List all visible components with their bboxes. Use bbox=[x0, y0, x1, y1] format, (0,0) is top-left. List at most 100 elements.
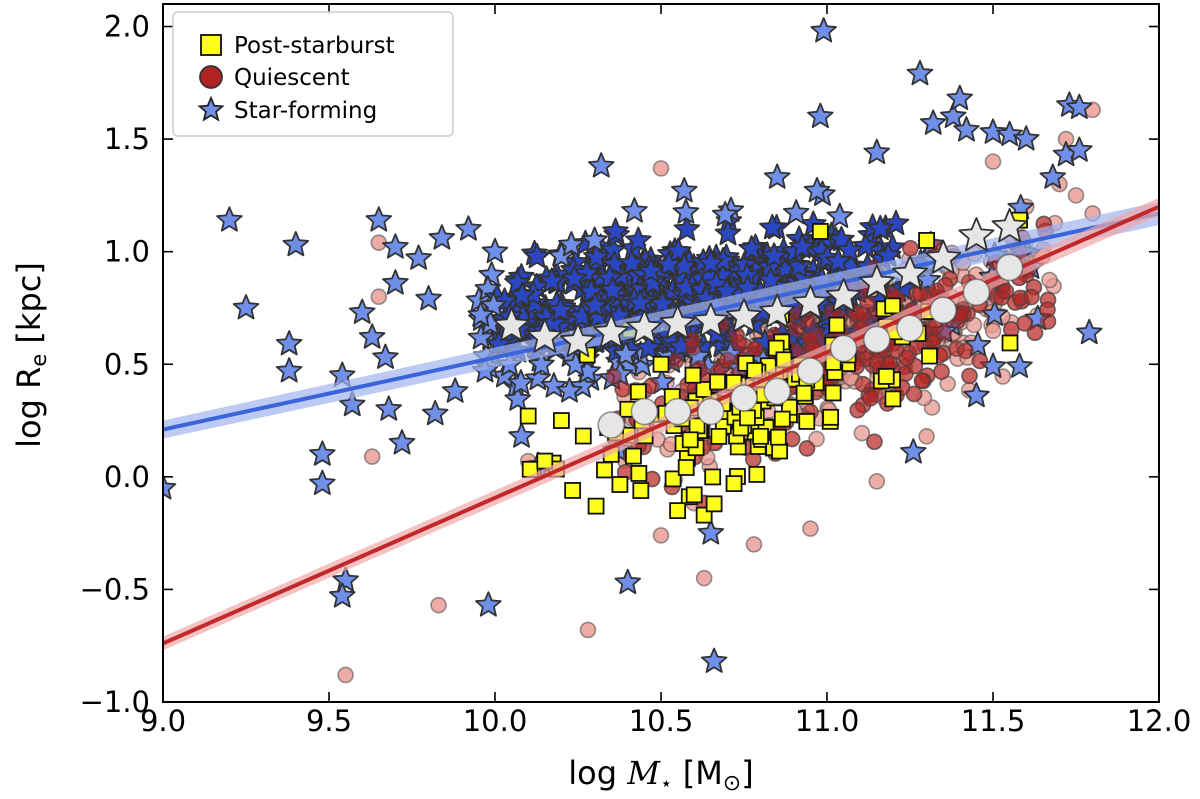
post-starburst-point bbox=[884, 297, 902, 315]
star-forming-point bbox=[405, 244, 432, 270]
post-starburst-point bbox=[564, 482, 582, 499]
quiescent-point bbox=[652, 160, 670, 177]
star-forming-point bbox=[602, 217, 629, 243]
star-forming-point bbox=[635, 334, 662, 360]
median-star-forming bbox=[825, 277, 862, 313]
quiescent-point bbox=[961, 367, 978, 385]
median-quiescent bbox=[696, 397, 725, 426]
post-starburst-point bbox=[574, 427, 592, 445]
star-forming-point bbox=[852, 232, 879, 258]
quiescent-point bbox=[746, 341, 764, 358]
median-star-forming bbox=[560, 322, 596, 358]
quiescent-point bbox=[787, 321, 805, 339]
quiescent-point bbox=[337, 666, 354, 684]
x-axis-label-m: M bbox=[626, 754, 661, 792]
post-starburst-point bbox=[795, 384, 813, 402]
quiescent-point bbox=[984, 322, 1002, 340]
star-forming-point bbox=[504, 385, 531, 411]
star-forming-point bbox=[372, 343, 399, 369]
star-forming-point bbox=[920, 109, 947, 135]
median-quiescent bbox=[896, 314, 924, 343]
post-starburst-point bbox=[752, 427, 769, 445]
star-forming-point bbox=[900, 438, 927, 464]
star-forming-point bbox=[481, 237, 509, 264]
star-forming-point bbox=[441, 377, 469, 403]
star-forming-point bbox=[807, 102, 834, 128]
x-tick-label: 12.0 bbox=[1127, 704, 1192, 738]
star-forming-point bbox=[867, 214, 894, 241]
star-forming-point bbox=[953, 116, 980, 142]
star-forming-point bbox=[338, 390, 366, 417]
star-forming-point bbox=[528, 350, 555, 377]
quiescent-point bbox=[1041, 271, 1058, 289]
median-quiescent bbox=[962, 278, 991, 307]
star-forming-point bbox=[1006, 352, 1033, 378]
quiescent-point bbox=[849, 401, 867, 419]
star-forming-point bbox=[388, 429, 416, 455]
median-star-forming bbox=[991, 207, 1028, 243]
fit-line bbox=[163, 204, 1159, 646]
star-forming-point bbox=[478, 261, 505, 287]
post-starburst-point bbox=[725, 475, 743, 492]
star-forming-point bbox=[788, 233, 816, 259]
star-forming-point bbox=[332, 566, 359, 592]
star-forming-point bbox=[455, 215, 482, 241]
quiescent-point bbox=[802, 520, 819, 537]
star-forming-point bbox=[375, 395, 403, 421]
quiescent-point bbox=[1026, 324, 1044, 341]
star-forming-point bbox=[581, 226, 608, 252]
star-forming-point bbox=[467, 323, 495, 350]
post-starburst-point bbox=[824, 384, 842, 402]
star-forming-point bbox=[358, 323, 386, 349]
star-forming-point bbox=[614, 568, 642, 595]
star-forming-point bbox=[824, 247, 852, 274]
star-forming-point bbox=[309, 469, 336, 496]
x-tick-label: 10.0 bbox=[463, 704, 528, 738]
star-forming-point bbox=[1066, 136, 1093, 162]
star-forming-point bbox=[507, 369, 535, 395]
star-forming-point bbox=[979, 118, 1007, 144]
median-quiescent bbox=[995, 253, 1024, 282]
x-axis-label-log: log bbox=[568, 754, 627, 792]
post-starburst-point bbox=[918, 232, 935, 249]
star-forming-point bbox=[467, 301, 495, 327]
median-star-forming bbox=[692, 302, 729, 337]
quiescent-point bbox=[933, 363, 950, 380]
quiescent-point bbox=[853, 424, 871, 442]
star-forming-point bbox=[547, 296, 574, 322]
star-forming-point bbox=[1066, 93, 1093, 119]
star-forming-point bbox=[906, 59, 934, 86]
star-forming-point bbox=[760, 242, 788, 268]
median-star-forming bbox=[925, 239, 962, 274]
post-starburst-point bbox=[739, 409, 756, 427]
quiescent-point bbox=[918, 428, 935, 445]
post-starburst-point bbox=[704, 468, 722, 486]
star-forming-point bbox=[672, 198, 700, 224]
star-forming-point bbox=[738, 235, 765, 261]
quiescent-point bbox=[913, 372, 931, 390]
median-star-forming bbox=[792, 284, 829, 319]
post-starburst-point bbox=[798, 413, 816, 430]
star-forming-point bbox=[508, 281, 536, 308]
y-tick-label: 1.5 bbox=[104, 122, 150, 156]
median-star-forming bbox=[892, 255, 928, 290]
post-starburst-point bbox=[625, 447, 642, 465]
star-forming-point bbox=[810, 17, 837, 43]
post-starburst-point bbox=[822, 408, 840, 426]
star-forming-point bbox=[428, 224, 456, 250]
quiescent-point bbox=[902, 239, 919, 257]
quiescent-point bbox=[430, 596, 447, 614]
star-forming-point bbox=[163, 474, 177, 500]
star-forming-point bbox=[626, 289, 654, 315]
y-tick-label: 2.0 bbox=[104, 10, 150, 44]
median-quiescent bbox=[730, 384, 758, 412]
quiescent-point bbox=[854, 306, 872, 323]
y-tick-label: 1.0 bbox=[104, 235, 150, 269]
star-forming-point bbox=[538, 267, 566, 293]
star-forming-point bbox=[421, 399, 449, 426]
x-axis-label: log M⋆ [M⊙] bbox=[568, 754, 753, 796]
x-axis-label-close: ] bbox=[741, 754, 753, 792]
x-axis-label-star: ⋆ bbox=[660, 771, 673, 795]
star-forming-point bbox=[700, 647, 728, 673]
star-forming-point bbox=[348, 298, 376, 324]
